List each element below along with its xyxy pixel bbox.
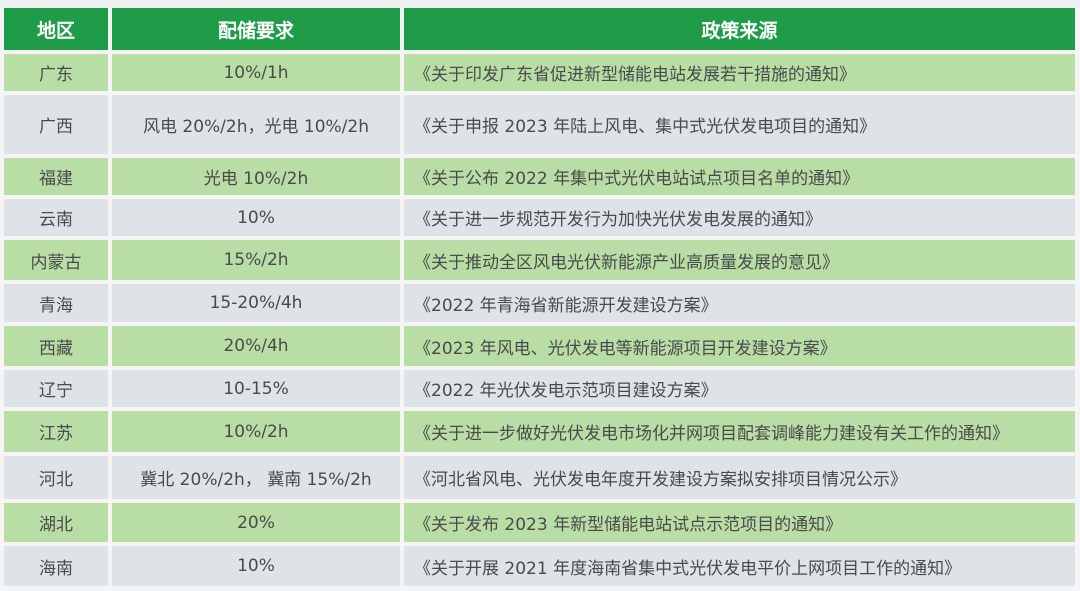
table-row: 河北 冀北 20%/2h， 冀南 15%/2h 《河北省风电、光伏发电年度开发建设方… (4, 456, 1075, 499)
table-row: 湖北 20% 《关于发布 2023 年新型储能电站试点示范项目的通知》 (4, 503, 1075, 542)
region-cell: 青海 (4, 284, 108, 322)
region-cell: 福建 (4, 158, 108, 195)
table-row: 云南 10% 《关于进一步规范开发行为加快光伏发电发展的通知》 (4, 199, 1075, 236)
source-cell: 《关于进一步规范开发行为加快光伏发电发展的通知》 (404, 199, 1075, 236)
requirement-cell: 20%/4h (112, 326, 400, 366)
requirement-cell: 10-15% (112, 370, 400, 407)
table-row: 内蒙古 15%/2h 《关于推动全区风电光伏新能源产业高质量发展的意见》 (4, 240, 1075, 280)
top-background-strip (0, 0, 1080, 8)
table-row: 福建 光电 10%/2h 《关于公布 2022 年集中式光伏电站试点项目名单的通知》 (4, 158, 1075, 195)
source-cell: 《2022 年光伏发电示范项目建设方案》 (404, 370, 1075, 407)
requirement-cell: 10% (112, 199, 400, 236)
requirement-cell: 10% (112, 546, 400, 586)
table-row: 广东 10%/1h 《关于印发广东省促进新型储能电站发展若干措施的通知》 (4, 54, 1075, 91)
region-cell: 江苏 (4, 411, 108, 452)
table-row: 辽宁 10-15% 《2022 年光伏发电示范项目建设方案》 (4, 370, 1075, 407)
energy-storage-policy-table: 地区 配储要求 政策来源 广东 10%/1h 《关于印发广东省促进新型储能电站发展若… (4, 8, 1075, 590)
region-cell: 河北 (4, 456, 108, 499)
header-requirement: 配储要求 (112, 8, 400, 50)
source-cell: 《关于公布 2022 年集中式光伏电站试点项目名单的通知》 (404, 158, 1075, 195)
table-header-row: 地区 配储要求 政策来源 (4, 8, 1075, 50)
region-cell: 西藏 (4, 326, 108, 366)
table-row: 青海 15-20%/4h 《2022 年青海省新能源开发建设方案》 (4, 284, 1075, 322)
requirement-cell: 10%/2h (112, 411, 400, 452)
source-cell: 《关于印发广东省促进新型储能电站发展若干措施的通知》 (404, 54, 1075, 91)
source-cell: 《2022 年青海省新能源开发建设方案》 (404, 284, 1075, 322)
source-cell: 《关于申报 2023 年陆上风电、集中式光伏发电项目的通知》 (404, 95, 1075, 154)
table-row: 海南 10% 《关于开展 2021 年度海南省集中式光伏发电平价上网项目工作的通知》 (4, 546, 1075, 586)
source-cell: 《河北省风电、光伏发电年度开发建设方案拟安排项目情况公示》 (404, 456, 1075, 499)
table-body: 广东 10%/1h 《关于印发广东省促进新型储能电站发展若干措施的通知》广西 风电 2… (4, 54, 1075, 586)
region-cell: 湖北 (4, 503, 108, 542)
region-cell: 内蒙古 (4, 240, 108, 280)
requirement-cell: 15-20%/4h (112, 284, 400, 322)
region-cell: 海南 (4, 546, 108, 586)
requirement-cell: 20% (112, 503, 400, 542)
requirement-cell: 冀北 20%/2h， 冀南 15%/2h (112, 456, 400, 499)
requirement-cell: 风电 20%/2h，光电 10%/2h (112, 95, 400, 154)
source-cell: 《2023 年风电、光伏发电等新能源项目开发建设方案》 (404, 326, 1075, 366)
header-region: 地区 (4, 8, 108, 50)
requirement-cell: 光电 10%/2h (112, 158, 400, 195)
table-row: 江苏 10%/2h 《关于进一步做好光伏发电市场化并网项目配套调峰能力建设有关工作的… (4, 411, 1075, 452)
region-cell: 广东 (4, 54, 108, 91)
table-row: 广西 风电 20%/2h，光电 10%/2h 《关于申报 2023 年陆上风电、集中… (4, 95, 1075, 154)
source-cell: 《关于开展 2021 年度海南省集中式光伏发电平价上网项目工作的通知》 (404, 546, 1075, 586)
source-cell: 《关于发布 2023 年新型储能电站试点示范项目的通知》 (404, 503, 1075, 542)
region-cell: 辽宁 (4, 370, 108, 407)
table-row: 西藏 20%/4h 《2023 年风电、光伏发电等新能源项目开发建设方案》 (4, 326, 1075, 366)
region-cell: 云南 (4, 199, 108, 236)
requirement-cell: 10%/1h (112, 54, 400, 91)
source-cell: 《关于进一步做好光伏发电市场化并网项目配套调峰能力建设有关工作的通知》 (404, 411, 1075, 452)
header-source: 政策来源 (404, 8, 1075, 50)
region-cell: 广西 (4, 95, 108, 154)
requirement-cell: 15%/2h (112, 240, 400, 280)
source-cell: 《关于推动全区风电光伏新能源产业高质量发展的意见》 (404, 240, 1075, 280)
